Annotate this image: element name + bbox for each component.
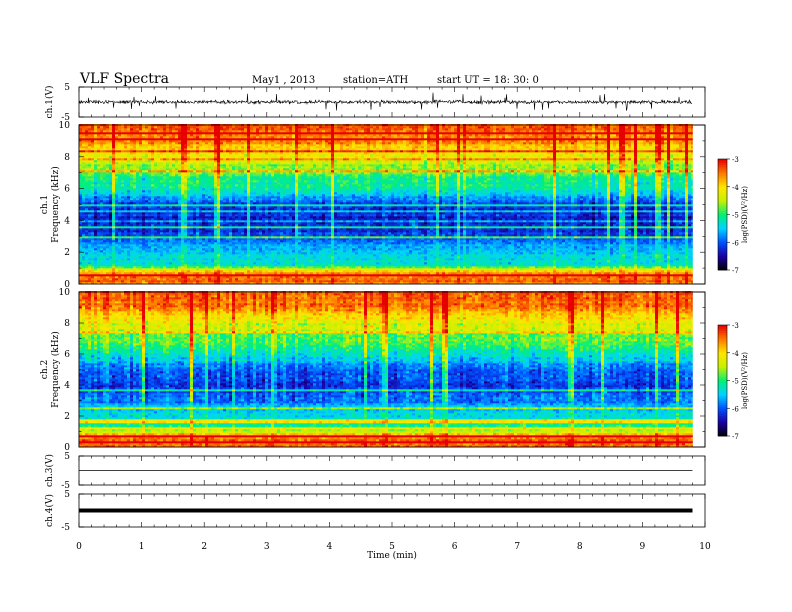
x-tick-label: 1: [139, 542, 145, 552]
colorbar-tick-label: -4: [732, 350, 739, 358]
y-tick-label: 8: [64, 319, 70, 329]
waveform-trace: [79, 508, 693, 513]
colorbar-tick-label: -3: [732, 322, 739, 330]
y-tick-label: 10: [59, 288, 71, 298]
x-tick-label: 8: [577, 542, 583, 552]
x-tick-label: 6: [452, 542, 458, 552]
y-axis-label: ch.1(V): [44, 86, 55, 119]
ch3-waveform: 5 -5 ch.3(V): [44, 452, 706, 491]
y-tick-label: 4: [64, 381, 70, 391]
y-tick-label: -5: [61, 523, 70, 533]
waveform-trace: [78, 92, 693, 111]
x-tick-label: 0: [76, 542, 82, 552]
colorbar-tick-label: -7: [732, 267, 739, 275]
y-tick-label: -5: [61, 113, 70, 123]
y-tick-label: 10: [59, 121, 71, 131]
colorbar-tick-label: -7: [732, 433, 739, 441]
y-tick-label: 5: [64, 83, 70, 93]
ch1-waveform: 5 -5 ch.1(V): [44, 83, 706, 123]
colorbar-tick-label: -6: [732, 239, 739, 247]
x-axis-label: Time (min): [367, 550, 417, 561]
y-tick-label: 0: [64, 280, 70, 290]
chart-title: VLF Spectra: [80, 71, 169, 87]
y-tick-label: 0: [64, 443, 70, 453]
y-tick-label: 2: [64, 248, 70, 258]
station-label: station=ATH: [343, 75, 408, 86]
y-axis-label: Frequency (kHz): [50, 331, 61, 408]
x-tick-label: 2: [201, 542, 207, 552]
x-tick-label: 5: [389, 542, 395, 552]
y-tick-label: -5: [61, 481, 70, 491]
start-time-label: start UT = 18: 30: 0: [437, 75, 539, 86]
x-tick-label: 7: [514, 542, 520, 552]
ch1-spectrogram-colorbar: -3 -4 -5 -6 -7 log(PSD)(V²/Hz): [717, 156, 749, 275]
y-axis-label: Frequency (kHz): [50, 166, 61, 243]
y-tick-label: 6: [64, 350, 70, 360]
x-tick-label: 9: [640, 542, 646, 552]
ch1-spectrogram-cells: [79, 124, 693, 285]
ch4-waveform: 5 -5 ch.4(V): [44, 490, 706, 533]
y-tick-label: 6: [64, 185, 70, 195]
ch2-spectrogram-cells: [79, 291, 693, 448]
channel-label: ch.2: [40, 360, 50, 379]
y-axis-label: ch.4(V): [44, 494, 55, 527]
date-label: May1 , 2013: [252, 75, 315, 86]
colorbar-tick-label: -5: [732, 378, 739, 386]
colorbar-tick-label: -4: [732, 184, 739, 192]
colorbar-label: log(PSD)(V²/Hz): [741, 186, 749, 243]
colorbar-tick-label: -6: [732, 405, 739, 413]
x-tick-label: 4: [327, 542, 333, 552]
x-tick-label: 10: [699, 542, 711, 552]
y-tick-label: 4: [64, 216, 70, 226]
y-tick-label: 2: [64, 412, 70, 422]
colorbar-tick-label: -3: [732, 156, 739, 164]
colorbar-tick-label: -5: [732, 212, 739, 220]
colorbar-label: log(PSD)(V²/Hz): [741, 352, 749, 409]
channel-label: ch.1: [40, 195, 50, 214]
x-tick-label: 3: [264, 542, 270, 552]
y-tick-label: 5: [64, 490, 70, 500]
ch1-spectrogram: 0 2 4 6 8 10 ch.1 Frequency (kHz): [40, 121, 706, 290]
y-tick-label: 5: [64, 452, 70, 462]
ch2-spectrogram: 0 2 4 6 8 10 ch.2 Frequency (kHz): [40, 288, 706, 453]
y-axis-label: ch.3(V): [44, 454, 55, 487]
y-tick-label: 8: [64, 153, 70, 163]
ch2-spectrogram-colorbar: -3 -4 -5 -6 -7 log(PSD)(V²/Hz): [717, 322, 749, 441]
